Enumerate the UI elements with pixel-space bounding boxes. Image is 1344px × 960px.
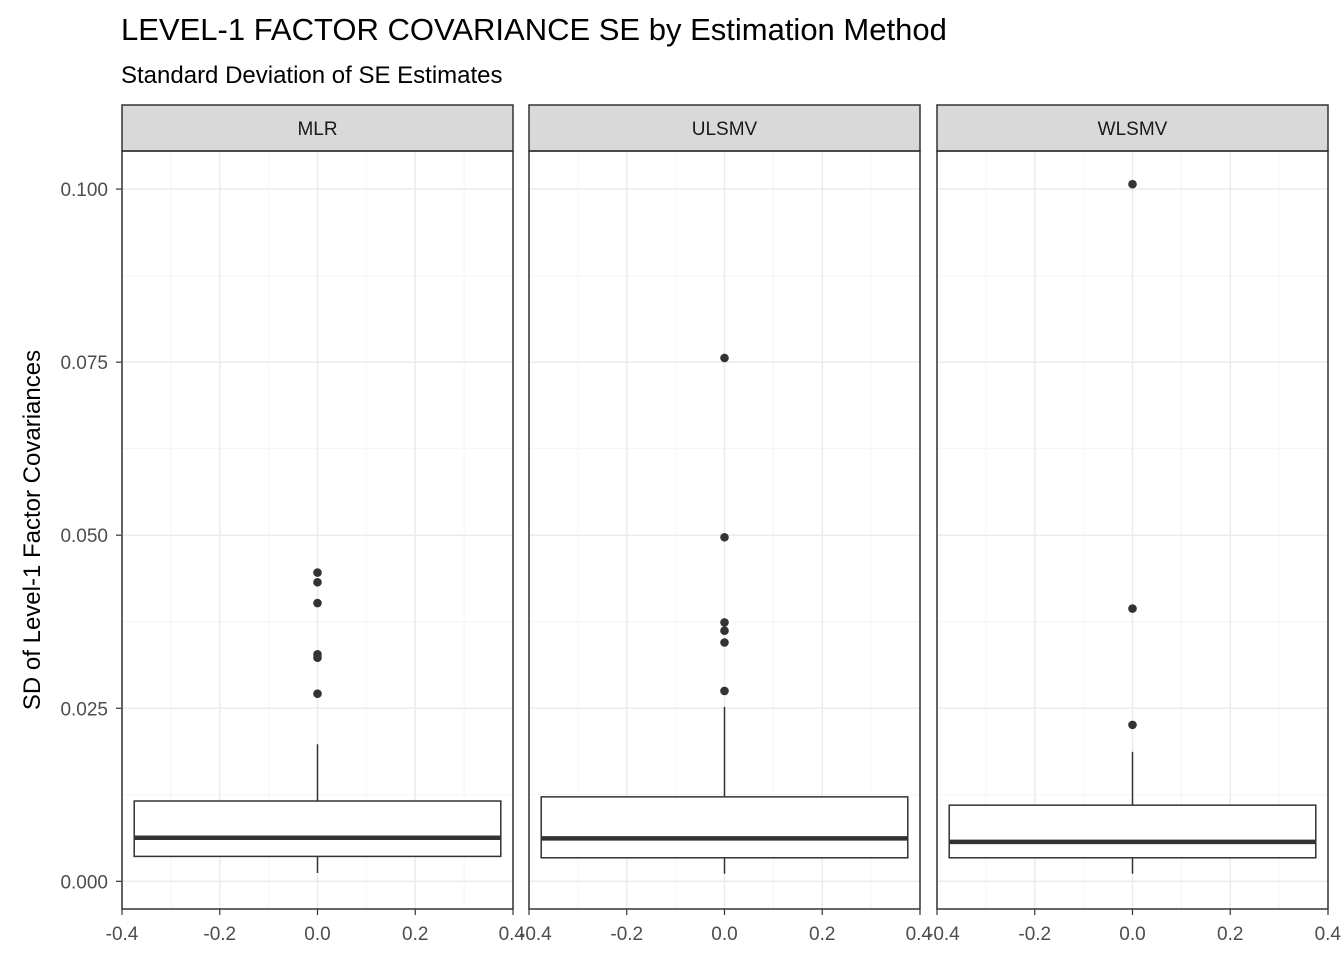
outlier-point [1128,604,1137,613]
box-iqr [540,796,909,859]
facet-strip-label: MLR [297,119,337,140]
outlier-point [313,577,322,587]
y-tick-label: 0.100 [60,180,108,201]
outlier-point [720,638,729,647]
outlier-point [720,626,729,636]
x-tick-label: 0.2 [402,924,428,945]
y-axis: 0.000 0.025 0.050 0.075 0.100 [60,180,122,893]
facet-strip [121,104,514,152]
y-axis-label: SD of Level-1 Factor Covariances [19,350,46,710]
y-tick-label: 0.050 [60,526,108,547]
x-tick-label: 0.4 [1315,924,1342,945]
x-tick-label: 0.0 [711,924,737,945]
box-iqr [133,800,502,858]
x-tick-label: -0.2 [203,924,236,945]
x-tick-label: -0.2 [610,924,643,945]
outlier-point [313,598,322,608]
chart-title: LEVEL-1 FACTOR COVARIANCE SE by Estimati… [121,12,947,47]
x-tick-label: -0.4 [106,924,139,945]
x-tick-label: 0.4 [499,924,526,945]
x-tick-label: -0.4 [927,924,960,945]
x-tick-label: -0.4 [519,924,552,945]
facet-strip [936,104,1329,152]
outlier-point [720,532,729,542]
outlier-point [720,686,729,696]
outlier-point [313,568,322,577]
box-iqr [948,804,1317,859]
outlier-point [720,353,729,363]
facet-panel-ulsmv: ULSMV -0.4 -0.2 0.0 0.2 0.4 [519,104,933,945]
x-tick-label: 0.0 [1119,924,1145,945]
x-tick-label: 0.2 [1217,924,1243,945]
x-tick-label: 0.2 [809,924,835,945]
facet-strip [528,104,921,152]
x-tick-label: 0.0 [304,924,330,945]
outlier-point [1128,720,1137,730]
outlier-point [313,653,322,663]
outlier-point [1128,179,1137,189]
x-tick-label: -0.2 [1018,924,1051,945]
facet-panels: MLR -0.4 -0.2 0.0 0.2 0.4 ULSMV -0.4 -0.2 0.0 0.2 0… [106,104,1342,945]
chart-subtitle: Standard Deviation of SE Estimates [121,62,503,89]
outlier-point [313,689,322,699]
facet-strip-label: ULSMV [692,119,758,140]
facet-panel-wlsmv: WLSMV -0.4 -0.2 0.0 0.2 0.4 [927,104,1342,945]
facet-panel-mlr: MLR -0.4 -0.2 0.0 0.2 0.4 [106,104,526,945]
y-tick-label: 0.025 [60,699,108,720]
y-tick-label: 0.000 [60,872,108,893]
facet-strip-label: WLSMV [1098,119,1168,140]
x-tick-label: 0.4 [906,924,933,945]
y-tick-label: 0.075 [60,353,108,374]
outlier-point [720,618,729,627]
